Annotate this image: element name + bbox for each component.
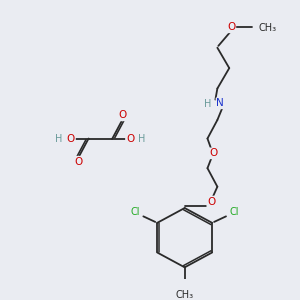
Text: Cl: Cl (229, 207, 239, 217)
Text: CH₃: CH₃ (259, 23, 277, 33)
Text: O: O (118, 110, 126, 120)
Text: O: O (74, 157, 83, 167)
Text: Cl: Cl (131, 207, 140, 217)
Text: H: H (204, 99, 212, 109)
Text: O: O (227, 22, 236, 32)
Text: O: O (126, 134, 134, 143)
Text: H: H (56, 134, 63, 145)
Text: N: N (217, 98, 224, 108)
Text: O: O (209, 148, 217, 158)
Text: H: H (138, 134, 146, 145)
Text: CH₃: CH₃ (176, 290, 194, 300)
Text: O: O (207, 196, 216, 206)
Text: O: O (67, 134, 75, 143)
